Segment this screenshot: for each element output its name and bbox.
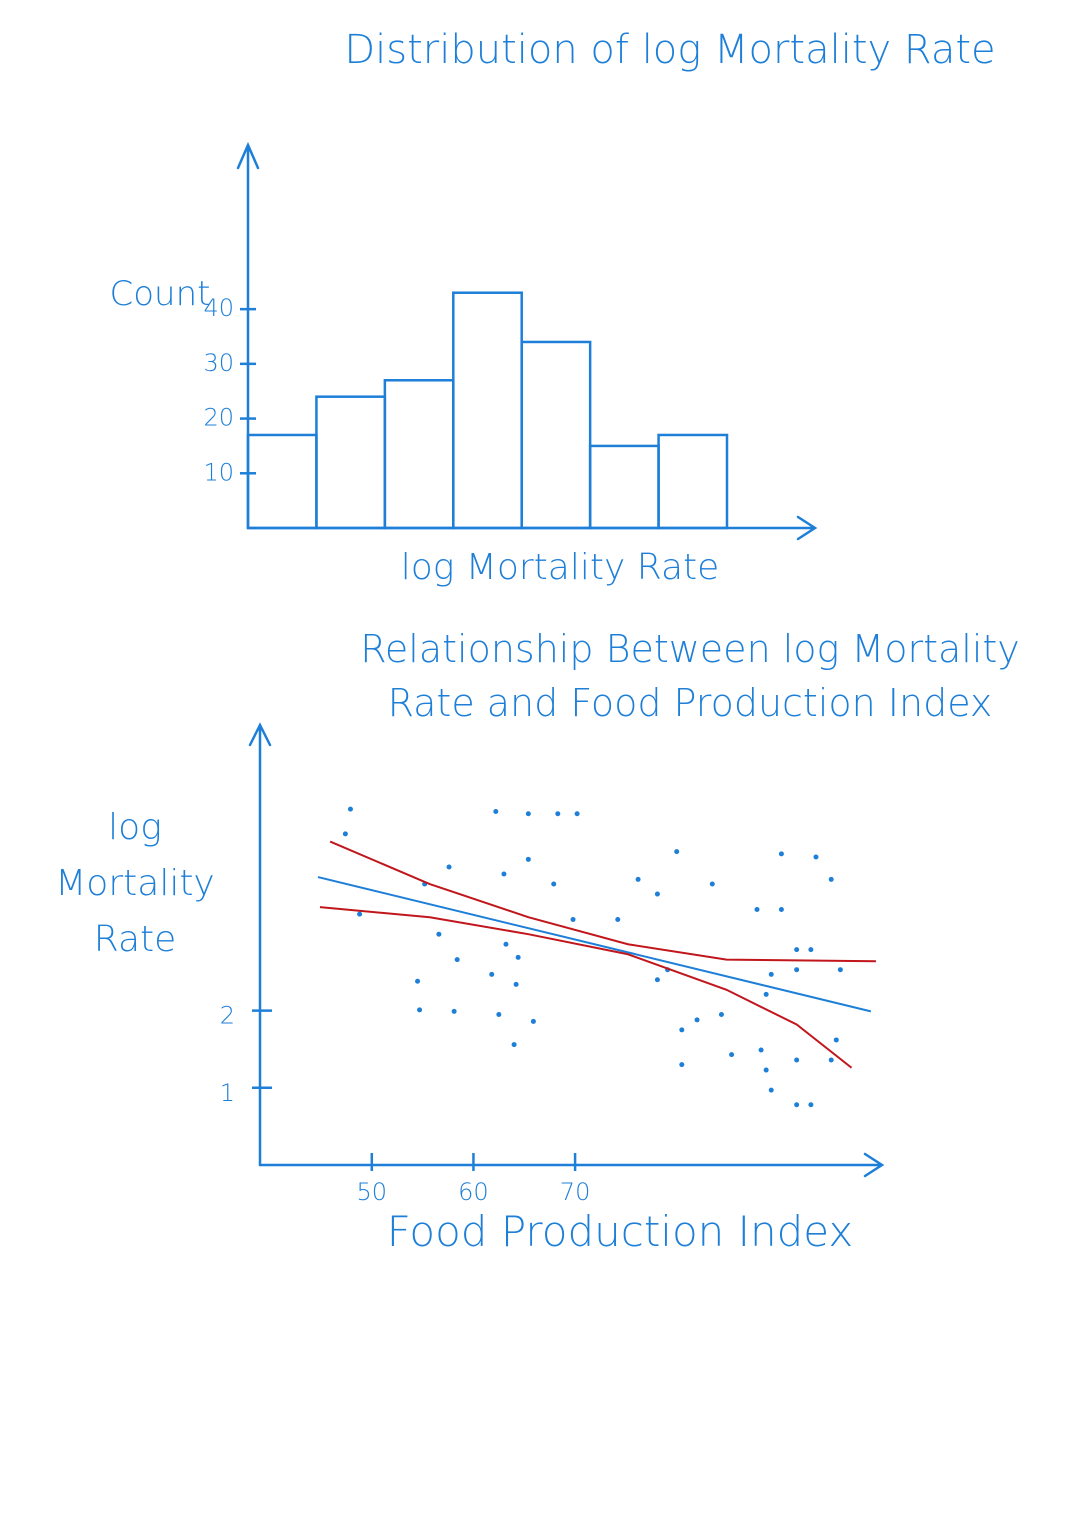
x-tick-label: 70 xyxy=(560,1178,591,1206)
point xyxy=(357,911,363,917)
y-tick-label: 30 xyxy=(203,349,234,377)
y-tick-label: 20 xyxy=(203,404,234,432)
chart-title: Distribution of log Mortality Rate xyxy=(344,27,996,73)
point xyxy=(778,906,784,912)
point xyxy=(436,931,442,937)
point xyxy=(555,811,561,817)
fit-line xyxy=(329,840,876,963)
bar xyxy=(452,291,523,530)
bar xyxy=(315,395,387,530)
point xyxy=(828,1057,834,1063)
bar xyxy=(588,444,660,530)
fit-line xyxy=(319,906,853,1069)
point xyxy=(694,1017,700,1023)
point xyxy=(574,811,580,817)
point xyxy=(778,851,784,857)
point xyxy=(513,981,519,987)
point xyxy=(342,831,348,837)
point xyxy=(415,978,421,984)
point xyxy=(828,876,834,882)
y-tick-label: 1 xyxy=(220,1079,235,1107)
point xyxy=(615,917,621,923)
point xyxy=(763,1067,769,1073)
point xyxy=(551,881,557,887)
point xyxy=(674,849,680,855)
y-tick-label: 40 xyxy=(203,294,234,322)
point xyxy=(446,864,452,870)
point xyxy=(808,1102,814,1108)
point xyxy=(813,854,819,860)
bar xyxy=(520,340,592,530)
point xyxy=(729,1052,735,1058)
point xyxy=(758,1047,764,1053)
point xyxy=(417,1007,423,1013)
point xyxy=(525,811,531,817)
point xyxy=(635,876,641,882)
point xyxy=(530,1018,536,1024)
y-axis-label: Count xyxy=(109,274,211,314)
point xyxy=(489,971,495,977)
point xyxy=(451,1008,457,1014)
axes xyxy=(236,141,885,1178)
x-axis-label: Food Production Index xyxy=(386,1207,854,1256)
point xyxy=(709,881,715,887)
y-axis xyxy=(248,722,272,1167)
point xyxy=(837,967,843,973)
point xyxy=(794,967,800,973)
bar xyxy=(383,379,455,530)
point xyxy=(570,917,576,923)
bar xyxy=(657,433,729,530)
bar xyxy=(246,433,318,530)
x-axis-label: log Mortality Rate xyxy=(400,547,720,588)
y-tick-label: 10 xyxy=(203,458,234,486)
point xyxy=(754,906,760,912)
point xyxy=(347,806,353,812)
point xyxy=(515,954,521,960)
point xyxy=(718,1011,724,1017)
point xyxy=(768,1087,774,1093)
point xyxy=(833,1037,839,1043)
y-tick-label: 2 xyxy=(220,1002,235,1030)
point xyxy=(501,871,507,877)
y-axis-label: log Mortality Rate xyxy=(55,807,215,960)
point xyxy=(654,977,660,983)
point xyxy=(654,891,660,897)
point xyxy=(768,971,774,977)
point xyxy=(794,947,800,953)
x-tick-label: 50 xyxy=(357,1178,388,1206)
point xyxy=(763,991,769,997)
point xyxy=(794,1102,800,1108)
point xyxy=(525,856,531,862)
point xyxy=(496,1011,502,1017)
point xyxy=(511,1042,517,1048)
chart-title: Relationship Between log Mortality Rate … xyxy=(360,627,1020,725)
point xyxy=(679,1027,685,1033)
fit-line xyxy=(317,876,872,1013)
x-tick-label: 60 xyxy=(458,1178,489,1206)
point xyxy=(454,957,460,963)
point xyxy=(808,947,814,953)
point xyxy=(503,941,509,947)
x-axis xyxy=(258,1152,885,1178)
point xyxy=(493,808,499,814)
point xyxy=(679,1062,685,1068)
point xyxy=(794,1057,800,1063)
